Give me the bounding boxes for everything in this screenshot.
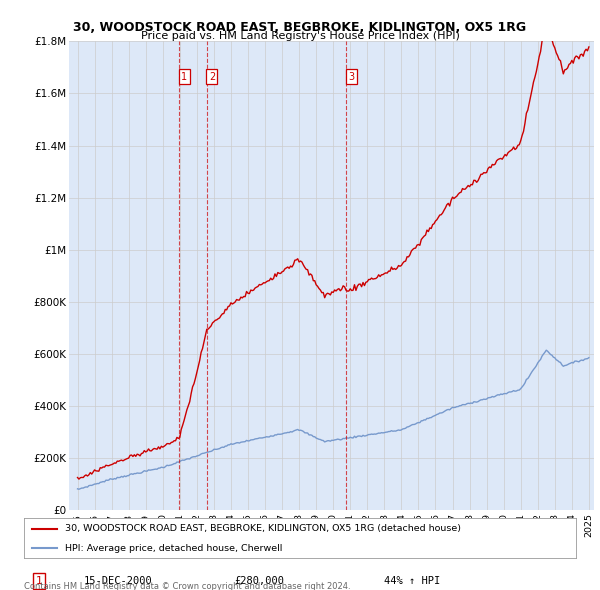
Text: HPI: Average price, detached house, Cherwell: HPI: Average price, detached house, Cher…	[65, 543, 283, 553]
Text: 30, WOODSTOCK ROAD EAST, BEGBROKE, KIDLINGTON, OX5 1RG (detached house): 30, WOODSTOCK ROAD EAST, BEGBROKE, KIDLI…	[65, 525, 461, 533]
Text: 30, WOODSTOCK ROAD EAST, BEGBROKE, KIDLINGTON, OX5 1RG: 30, WOODSTOCK ROAD EAST, BEGBROKE, KIDLI…	[73, 21, 527, 34]
Text: 44% ↑ HPI: 44% ↑ HPI	[384, 576, 440, 586]
Text: 1: 1	[181, 72, 187, 82]
Text: 1: 1	[35, 576, 43, 586]
Text: Price paid vs. HM Land Registry's House Price Index (HPI): Price paid vs. HM Land Registry's House …	[140, 31, 460, 41]
Text: Contains HM Land Registry data © Crown copyright and database right 2024.
This d: Contains HM Land Registry data © Crown c…	[24, 582, 350, 590]
Text: 15-DEC-2000: 15-DEC-2000	[84, 576, 153, 586]
Text: 2: 2	[209, 72, 215, 82]
Text: £280,000: £280,000	[234, 576, 284, 586]
Text: 3: 3	[348, 72, 354, 82]
